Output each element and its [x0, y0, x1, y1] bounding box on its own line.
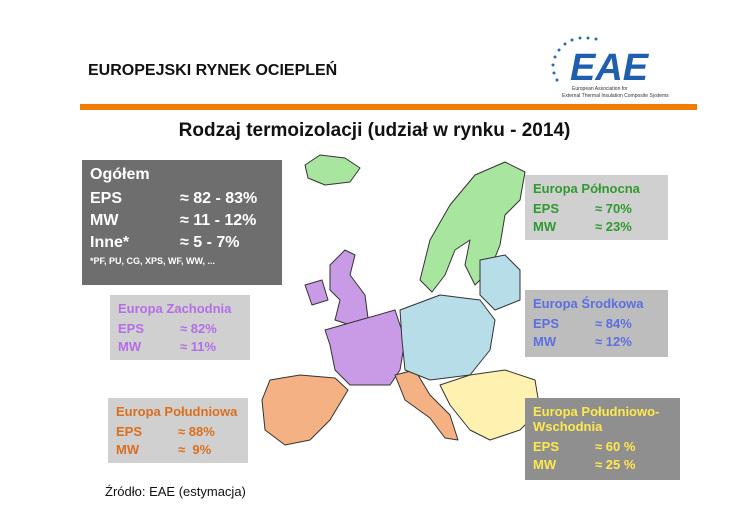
region-box: Europa Południowa EPS ≈ 88% MW ≈ 9%	[108, 398, 248, 463]
label: MW	[533, 457, 557, 472]
value: ≈ 25 %	[595, 457, 636, 472]
logo: EAE European Association for External Th…	[551, 36, 669, 99]
summary-title: Ogółem	[90, 166, 150, 183]
region-box: Europa Południowo-Wschodnia EPS ≈ 60 % MW…	[525, 398, 680, 480]
label: MW	[118, 339, 142, 354]
value: ≈ 70%	[595, 201, 632, 216]
logo-subtitle: External Thermal Insulation Composite Sy…	[562, 93, 669, 99]
value: ≈ 12%	[595, 334, 632, 349]
value: ≈ 9%	[178, 442, 212, 457]
region-title: Europa Południowo-Wschodnia	[533, 404, 660, 434]
value: ≈ 82%	[180, 321, 217, 336]
value: ≈ 5 - 7%	[180, 234, 240, 251]
logo-subtitle: European Association for	[572, 86, 628, 92]
slide-title: Rodzaj termoizolacji (udział w rynku - 2…	[178, 120, 571, 141]
ireland	[304, 279, 329, 306]
italy	[394, 369, 459, 441]
scandinavia	[419, 161, 526, 293]
region-box: Europa Zachodnia EPS ≈ 82% MW ≈ 11%	[110, 295, 250, 360]
label: EPS	[533, 316, 560, 331]
label: EPS	[90, 190, 123, 207]
value: ≈ 84%	[595, 316, 632, 331]
france	[324, 309, 406, 386]
label: MW	[116, 442, 140, 457]
divider	[80, 104, 697, 110]
region-title: Europa Północna	[533, 181, 640, 196]
value: ≈ 23%	[595, 219, 632, 234]
region-title: Europa Zachodnia	[118, 301, 232, 316]
value: ≈ 88%	[178, 424, 215, 439]
logo-dots	[551, 36, 598, 82]
label: MW	[533, 334, 557, 349]
label: MW	[533, 219, 557, 234]
central-europe	[399, 294, 496, 381]
iberia	[261, 374, 349, 446]
iceland	[304, 154, 361, 186]
label: EPS	[116, 424, 143, 439]
source: Źródło: EAE (estymacja)	[105, 484, 246, 499]
label: EPS	[118, 321, 145, 336]
footnote: *PF, PU, CG, XPS, WF, WW, ...	[90, 256, 216, 266]
region-box: Europa Północna EPS ≈ 70% MW ≈ 23%	[525, 175, 668, 240]
uk	[329, 249, 369, 326]
baltics	[479, 254, 521, 311]
region-title: Europa Środkowa	[533, 296, 644, 311]
label: Inne*	[90, 234, 130, 251]
header-title: EUROPEJSKI RYNEK OCIEPLEŃ	[88, 62, 338, 79]
value: ≈ 11%	[180, 339, 217, 354]
value: ≈ 11 - 12%	[180, 212, 257, 229]
value: ≈ 82 - 83%	[180, 190, 258, 207]
summary-box: Ogółem EPS ≈ 82 - 83% MW ≈ 11 - 12% Inne* ≈…	[82, 160, 282, 285]
region-box: Europa Środkowa EPS ≈ 84% MW ≈ 12%	[525, 290, 668, 357]
logo-text: EAE	[570, 47, 650, 89]
label: EPS	[533, 201, 560, 216]
label: EPS	[533, 439, 560, 454]
region-title: Europa Południowa	[116, 404, 238, 419]
value: ≈ 60 %	[595, 439, 636, 454]
label: MW	[90, 212, 119, 229]
